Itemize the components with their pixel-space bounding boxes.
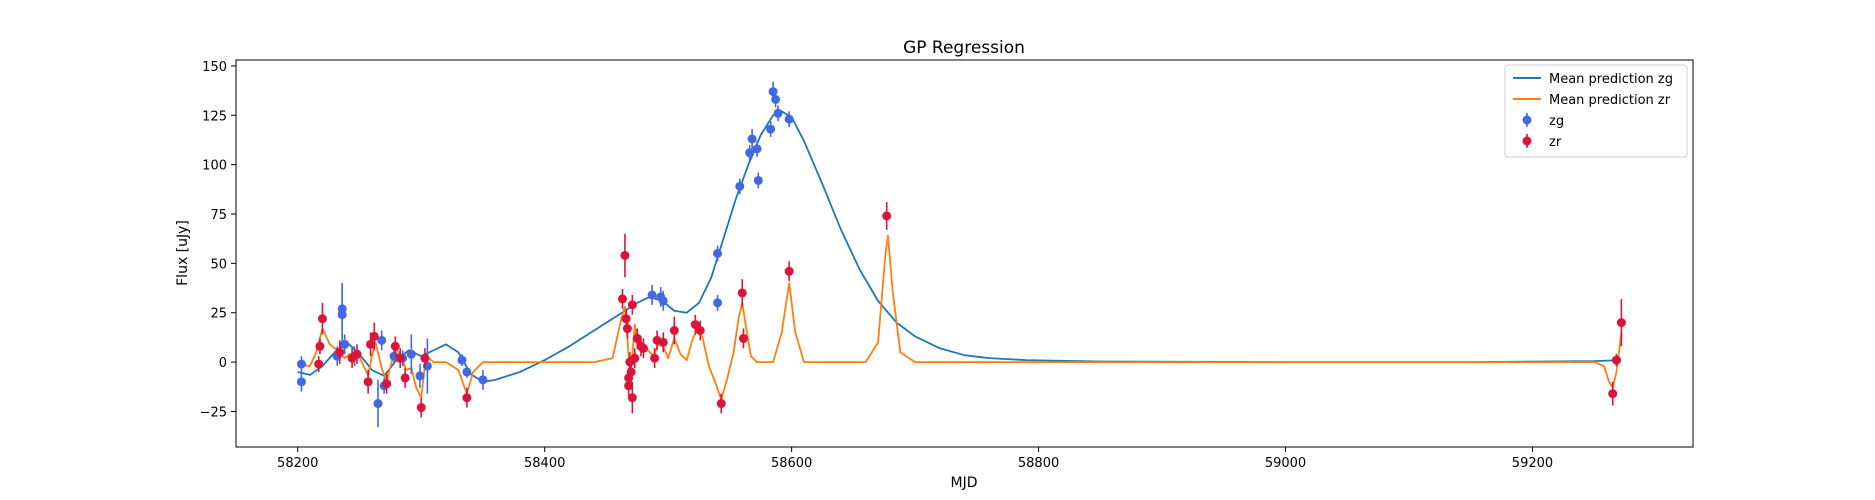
data-point <box>882 211 891 220</box>
data-point <box>1612 356 1621 365</box>
data-point <box>462 367 471 376</box>
data-point <box>774 109 783 118</box>
legend-label-zr: zr <box>1549 135 1562 150</box>
x-axis-title: MJD <box>951 475 978 491</box>
data-point <box>382 379 391 388</box>
x-tick-label: 58400 <box>524 456 565 471</box>
x-tick-label: 58200 <box>277 456 318 471</box>
data-point <box>627 367 636 376</box>
legend-label-mean-prediction-zg: Mean prediction zg <box>1549 72 1673 87</box>
y-tick-label: 100 <box>202 159 227 174</box>
data-point <box>738 288 747 297</box>
data-point <box>735 182 744 191</box>
data-point <box>659 296 668 305</box>
data-point <box>335 348 344 357</box>
data-point <box>478 375 487 384</box>
y-tick-label: 0 <box>219 356 227 371</box>
data-point <box>696 326 705 335</box>
data-point <box>315 342 324 351</box>
data-point <box>1617 318 1626 327</box>
data-point <box>659 338 668 347</box>
data-point <box>713 298 722 307</box>
y-tick-label: −25 <box>200 405 227 420</box>
legend-marker-zr <box>1523 137 1532 146</box>
data-point <box>297 377 306 386</box>
data-point <box>318 314 327 323</box>
legend: Mean prediction zg Mean prediction zr zg zr <box>1505 65 1687 157</box>
data-point <box>1608 389 1617 398</box>
data-point <box>364 377 373 386</box>
data-point <box>623 324 632 333</box>
data-point <box>630 354 639 363</box>
data-point <box>766 125 775 134</box>
data-point <box>462 393 471 402</box>
data-point <box>353 350 362 359</box>
data-point <box>618 294 627 303</box>
x-tick-label: 59200 <box>1512 456 1553 471</box>
data-point <box>753 144 762 153</box>
data-point <box>754 176 763 185</box>
data-point <box>457 356 466 365</box>
data-point <box>639 344 648 353</box>
data-point <box>415 371 424 380</box>
y-tick-label: 150 <box>202 60 227 75</box>
data-point <box>420 354 429 363</box>
data-point <box>628 393 637 402</box>
data-point <box>670 326 679 335</box>
data-point <box>417 403 426 412</box>
data-point <box>713 249 722 258</box>
data-point <box>648 290 657 299</box>
data-point <box>785 267 794 276</box>
legend-label-zg: zg <box>1549 114 1564 129</box>
data-point <box>297 360 306 369</box>
data-point <box>340 340 349 349</box>
data-point <box>717 399 726 408</box>
data-point <box>622 314 631 323</box>
data-point <box>650 354 659 363</box>
x-tick-label: 59000 <box>1265 456 1306 471</box>
y-tick-label: 75 <box>210 208 227 223</box>
data-point <box>407 350 416 359</box>
data-point <box>373 399 382 408</box>
legend-label-mean-prediction-zr: Mean prediction zr <box>1549 93 1671 108</box>
x-tick-label: 58800 <box>1018 456 1059 471</box>
legend-marker-zg <box>1523 116 1532 125</box>
data-point <box>771 95 780 104</box>
data-point <box>370 332 379 341</box>
data-point <box>401 373 410 382</box>
y-tick-label: 125 <box>202 109 227 124</box>
data-point <box>628 300 637 309</box>
y-tick-label: 50 <box>210 257 227 272</box>
data-point <box>314 360 323 369</box>
data-point <box>396 354 405 363</box>
data-point <box>620 251 629 260</box>
x-tick-label: 58600 <box>771 456 812 471</box>
data-point <box>391 342 400 351</box>
data-point <box>338 310 347 319</box>
data-point <box>748 134 757 143</box>
chart-title: GP Regression <box>903 38 1025 58</box>
data-point <box>739 334 748 343</box>
data-point <box>785 115 794 124</box>
y-tick-label: 25 <box>210 307 227 322</box>
y-axis-title: Flux [uJy] <box>175 220 191 286</box>
